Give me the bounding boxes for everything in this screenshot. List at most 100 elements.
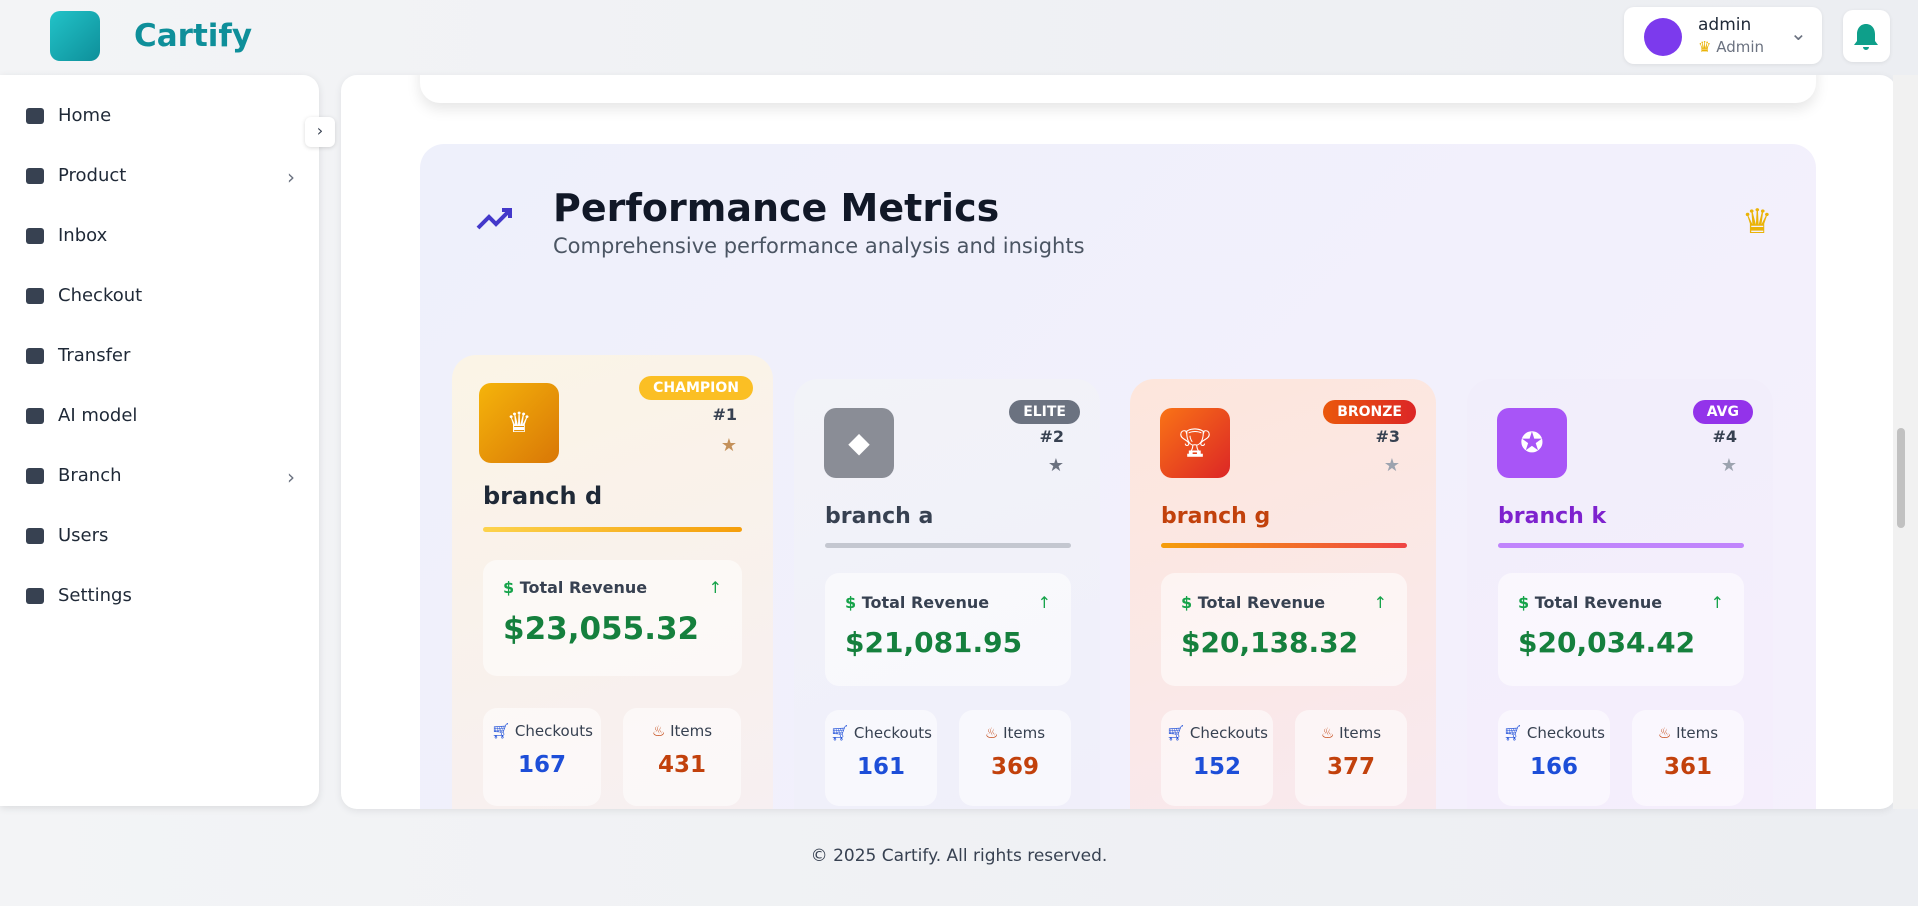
items-box: ♨ Items 361 [1632,710,1744,806]
nav-item[interactable]: Users [26,525,108,546]
branch-name: branch a [825,504,934,529]
nav-item[interactable]: Transfer [26,345,130,366]
section-title: Performance Metrics [553,186,1000,230]
logo[interactable] [50,11,100,61]
nav-icon [26,527,44,544]
revenue-label: $ Total Revenue ↑ [503,578,722,597]
items-label: ♨ Items [1320,724,1382,742]
revenue-label: $ Total Revenue ↑ [845,593,1051,612]
items-value: 431 [657,752,706,778]
notifications[interactable] [1843,10,1890,62]
nav-label: Checkout [58,285,143,306]
nav-item[interactable]: Inbox [26,225,107,246]
revenue-value: $20,034.42 [1518,626,1696,659]
nav-label: Product [58,165,127,186]
revenue-box: $ Total Revenue ↑ $23,055.32 [483,560,742,676]
nav-item[interactable]: Product [26,165,126,186]
brand[interactable]: Cartify [134,18,253,54]
card-icon: ✪ [1497,408,1567,478]
user-menu[interactable]: admin ♛ Admin ⌄ [1624,7,1822,64]
revenue-value: $21,081.95 [845,626,1023,659]
branch-card[interactable]: ◆ ELITE #2 ★ branch a $ Total Revenue ↑ $21,081… [794,379,1100,809]
rank-badge: ELITE [1009,400,1080,424]
nav-item[interactable]: Branch [26,465,122,486]
nav-item[interactable]: AI model [26,405,137,426]
nav-icon [26,407,44,424]
previous-card [420,75,1816,103]
footer: © 2025 Cartify. All rights reserved. [810,846,1108,866]
checkouts-label: 🛒︎ Checkouts [1166,724,1268,742]
nav-label: Branch [58,465,122,486]
branch-card[interactable]: 🏆︎ BRONZE #3 ★ branch g $ Total Revenue ↑ $20,1… [1130,379,1436,809]
label: Checkouts [853,724,932,742]
scrollbar-thumb[interactable] [1897,428,1905,528]
trend-arrow: ↑ [1710,593,1724,612]
user-role: ♛ Admin [1698,38,1765,56]
checkouts-value: 167 [517,752,566,778]
checkouts-box: 🛒︎ Checkouts 166 [1498,710,1610,806]
nav-icon [26,227,44,244]
revenue-label: $ Total Revenue ↑ [1518,593,1724,612]
checkouts-label: 🛒︎ Checkouts [1503,724,1605,742]
items-label: ♨ Items [984,724,1046,742]
rank: #2 [1039,427,1064,446]
revenue-label-text: $ Total Revenue [1181,593,1326,612]
label: Checkouts [514,722,593,740]
rank-badge: BRONZE [1323,400,1416,424]
crown-icon: ♛ [1742,202,1773,242]
branch-name: branch k [1498,504,1607,529]
nav-item[interactable]: Checkout [26,285,142,306]
trend-icon [476,208,512,230]
card-icon: ♛ [479,383,559,463]
trend-arrow: ↑ [1373,593,1387,612]
nav-label: Home [58,105,112,126]
nav-label: Inbox [58,225,108,246]
trend-arrow: ↑ [708,578,722,597]
nav-item[interactable]: Settings [26,585,132,606]
star: ★ [720,435,737,456]
items-box: ♨ Items 431 [623,708,741,806]
label: Total Revenue [1197,593,1326,612]
checkouts-box: 🛒︎ Checkouts 152 [1161,710,1273,806]
name-underline [1498,543,1744,548]
role-text: Admin [1716,38,1765,56]
nav-icon [26,107,44,124]
label: Items [670,722,713,740]
branch-card[interactable]: ♛ CHAMPION #1 ★ branch d $ Total Revenue ↑ $23,… [452,355,773,809]
bell-icon [1854,24,1878,50]
label: Items [1003,724,1046,742]
name-underline [825,543,1071,548]
nav-label: Settings [58,585,132,606]
label: Checkouts [1189,724,1268,742]
revenue-label-text: $ Total Revenue [1518,593,1663,612]
label: Total Revenue [1534,593,1663,612]
label: Checkouts [1526,724,1605,742]
items-box: ♨ Items 369 [959,710,1071,806]
rank-badge: CHAMPION [639,376,753,400]
revenue-label-text: $ Total Revenue [503,578,648,597]
collapse-button[interactable]: › [305,117,335,147]
avatar [1644,18,1682,56]
revenue-value: $20,138.32 [1181,626,1359,659]
checkouts-box: 🛒︎ Checkouts 167 [483,708,601,806]
rank: #3 [1375,427,1400,446]
nav-label: Transfer [58,345,131,366]
star: ★ [1383,455,1400,476]
nav-icon [26,347,44,364]
card-icon: ◆ [824,408,894,478]
nav-chevron: › [287,165,295,189]
branch-card[interactable]: ✪ AVG #4 ★ branch k $ Total Revenue ↑ $20,034.4… [1467,379,1773,809]
performance-section: Performance Metrics Comprehensive perfor… [420,144,1816,809]
nav-icon [26,167,44,184]
nav-label: Users [58,525,109,546]
star: ★ [1047,455,1064,476]
nav-icon [26,587,44,604]
revenue-box: $ Total Revenue ↑ $21,081.95 [825,573,1071,686]
main-panel: Performance Metrics Comprehensive perfor… [341,75,1896,809]
nav-item[interactable]: Home [26,105,111,126]
label: Items [1676,724,1719,742]
label: Total Revenue [861,593,990,612]
nav-icon [26,467,44,484]
